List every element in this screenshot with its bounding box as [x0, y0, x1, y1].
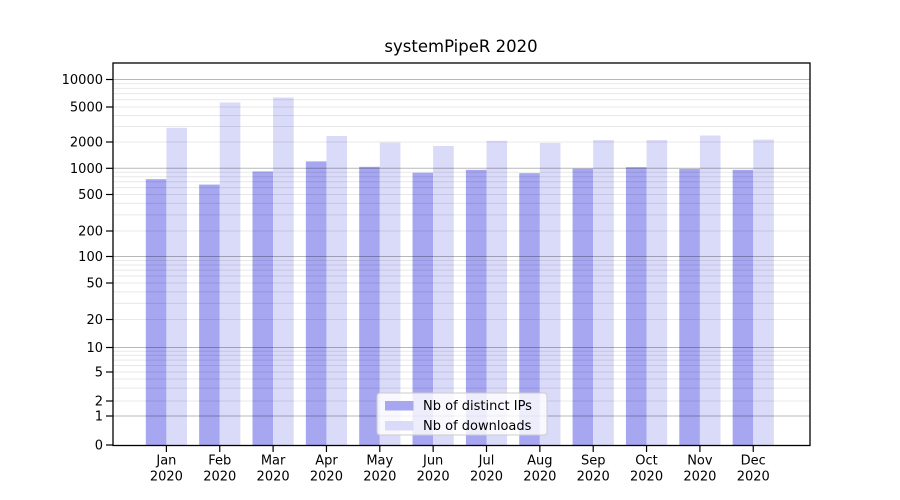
- x-axis-year-label-may: 2020: [363, 470, 396, 485]
- legend: Nb of distinct IPs Nb of downloads: [376, 392, 548, 436]
- legend-label-nb-of-distinct-ips: Nb of distinct IPs: [423, 399, 532, 414]
- legend-box: [376, 392, 548, 436]
- y-axis-tick-label-2: 2: [95, 395, 103, 410]
- x-axis-year-label-apr: 2020: [310, 470, 343, 485]
- x-axis-month-label-mar: Mar: [261, 454, 286, 469]
- y-axis-tick-label-10: 10: [86, 341, 103, 356]
- gridlines-group: [113, 79, 810, 417]
- bar-nb-of-downloads-aug: [539, 142, 561, 446]
- bar-nb-of-distinct-ips-nov: [679, 168, 700, 446]
- x-axis-year-label-sep: 2020: [577, 470, 610, 485]
- bar-nb-of-downloads-apr: [326, 136, 348, 446]
- y-axis-tick-label-2000: 2000: [70, 136, 103, 151]
- x-axis-month-label-sep: Sep: [581, 454, 606, 469]
- bar-nb-of-distinct-ips-oct: [625, 167, 647, 446]
- y-axis-tick-label-1: 1: [95, 410, 103, 425]
- legend-swatch-nb-of-downloads: [385, 421, 414, 431]
- y-axis-tick-label-20: 20: [86, 313, 103, 328]
- bar-nb-of-downloads-nov: [699, 135, 721, 446]
- x-axis-month-label-may: May: [366, 454, 393, 469]
- bar-nb-of-distinct-ips-jun: [412, 172, 434, 446]
- y-axis-tick-label-500: 500: [78, 188, 103, 203]
- bar-nb-of-downloads-oct: [646, 140, 668, 446]
- y-axis-tick-label-50: 50: [86, 277, 103, 292]
- y-axis-tick-label-5: 5: [95, 366, 103, 381]
- x-axis-year-label-dec: 2020: [737, 470, 770, 485]
- x-axis-month-label-aug: Aug: [527, 454, 552, 469]
- bar-nb-of-distinct-ips-jul: [465, 169, 487, 446]
- y-axis-tick-label-10000: 10000: [62, 73, 103, 88]
- bar-nb-of-distinct-ips-jan: [145, 179, 167, 446]
- bar-nb-of-downloads-jan: [166, 127, 187, 446]
- x-axis-year-label-jun: 2020: [417, 470, 450, 485]
- bar-nb-of-downloads-mar: [273, 97, 294, 446]
- x-axis-year-label-mar: 2020: [257, 470, 290, 485]
- x-axis-month-label-dec: Dec: [741, 454, 766, 469]
- y-axis-tick-label-200: 200: [78, 225, 103, 240]
- bar-nb-of-distinct-ips-feb: [199, 184, 220, 446]
- x-axis-year-label-oct: 2020: [630, 470, 663, 485]
- bar-nb-of-downloads-feb: [219, 102, 241, 446]
- axis-ticks-group: 012510205010020050010002000500010000Jan2…: [62, 73, 770, 485]
- x-axis-month-label-nov: Nov: [687, 454, 713, 469]
- x-axis-month-label-jun: Jun: [422, 454, 443, 469]
- x-axis-month-label-oct: Oct: [635, 454, 657, 469]
- bar-nb-of-distinct-ips-apr: [305, 161, 327, 446]
- x-axis-year-label-jul: 2020: [470, 470, 503, 485]
- x-axis-year-label-nov: 2020: [683, 470, 716, 485]
- bar-nb-of-downloads-jun: [433, 145, 454, 446]
- x-axis-month-label-feb: Feb: [208, 454, 231, 469]
- bar-nb-of-downloads-sep: [593, 140, 614, 446]
- y-axis-tick-label-0: 0: [95, 439, 103, 454]
- bar-nb-of-downloads-may: [379, 142, 401, 446]
- bar-nb-of-downloads-jul: [486, 140, 508, 446]
- bar-nb-of-distinct-ips-aug: [519, 173, 540, 446]
- x-axis-year-label-jan: 2020: [150, 470, 183, 485]
- y-axis-tick-label-5000: 5000: [70, 101, 103, 116]
- x-axis-month-label-apr: Apr: [315, 454, 338, 469]
- x-axis-year-label-feb: 2020: [203, 470, 236, 485]
- y-axis-tick-label-1000: 1000: [70, 162, 103, 177]
- y-axis-tick-label-100: 100: [78, 250, 103, 265]
- bar-nb-of-downloads-dec: [753, 139, 774, 446]
- legend-label-nb-of-downloads: Nb of downloads: [423, 419, 532, 434]
- bars-group: [145, 97, 774, 446]
- x-axis-month-label-jul: Jul: [478, 454, 495, 469]
- x-axis-year-label-aug: 2020: [523, 470, 556, 485]
- bar-nb-of-distinct-ips-dec: [732, 169, 754, 446]
- x-axis-month-label-jan: Jan: [155, 454, 176, 469]
- bar-nb-of-distinct-ips-may: [359, 166, 380, 446]
- plot-area-border: [112, 62, 811, 447]
- bar-nb-of-distinct-ips-sep: [572, 168, 594, 446]
- chart-title: systemPipeR 2020: [384, 37, 537, 56]
- legend-swatch-nb-of-distinct-ips: [385, 401, 414, 411]
- bar-nb-of-distinct-ips-mar: [252, 171, 274, 446]
